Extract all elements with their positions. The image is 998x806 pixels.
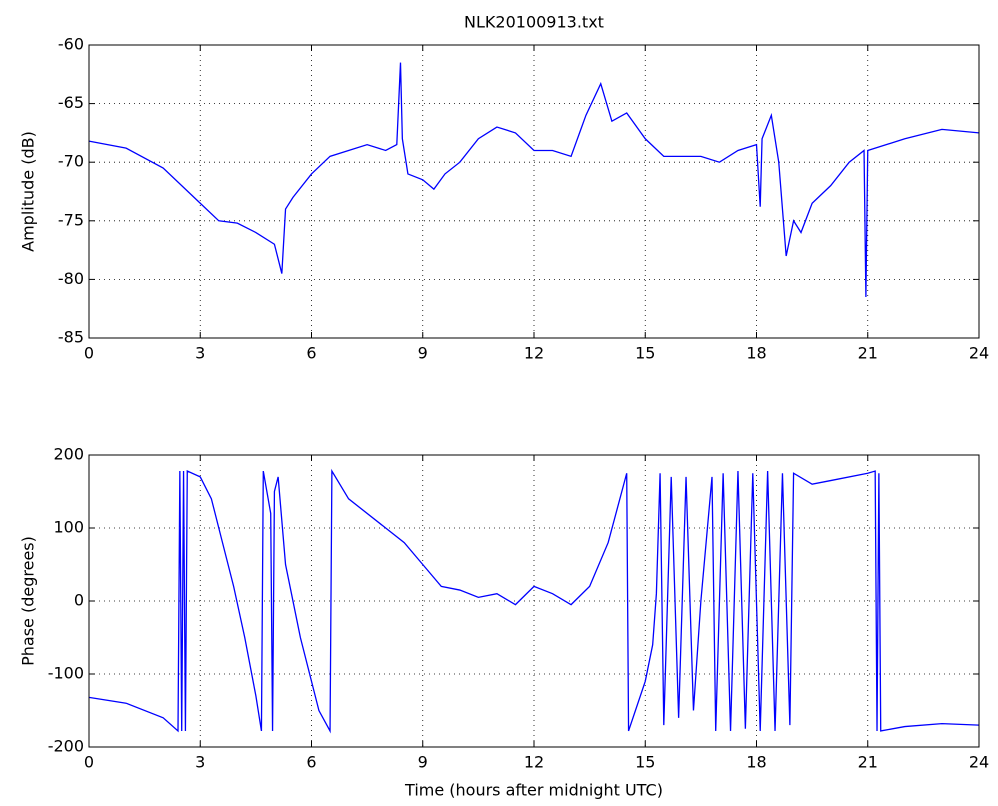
x-tick-label: 18 xyxy=(746,344,766,363)
chart-title: NLK20100913.txt xyxy=(464,13,604,32)
x-tick-label: 0 xyxy=(84,344,94,363)
x-tick-label: 0 xyxy=(84,753,94,772)
x-tick-label: 12 xyxy=(524,344,544,363)
x-tick-label: 21 xyxy=(858,753,878,772)
y-tick-label: -60 xyxy=(58,35,84,54)
y-tick-label: -100 xyxy=(48,664,84,683)
line-series xyxy=(88,468,980,734)
y-tick-label: -65 xyxy=(58,93,84,112)
x-tick-label: 15 xyxy=(635,344,655,363)
y-tick-label: 200 xyxy=(53,445,84,464)
axes-frame xyxy=(88,454,980,748)
x-tick-label: 21 xyxy=(858,344,878,363)
y-tick-label: 100 xyxy=(53,518,84,537)
x-tick-label: 12 xyxy=(524,753,544,772)
x-tick-label: 9 xyxy=(418,753,428,772)
x-tick-label: 24 xyxy=(969,753,989,772)
x-axis-label: Time (hours after midnight UTC) xyxy=(404,781,663,800)
y-tick-label: 0 xyxy=(74,591,84,610)
x-tick-label: 18 xyxy=(746,753,766,772)
x-tick-label: 24 xyxy=(969,344,989,363)
plot-area xyxy=(89,45,979,338)
y-tick-label: -200 xyxy=(48,737,84,756)
y-axis-label: Phase (degrees) xyxy=(19,536,38,666)
axes-frame xyxy=(88,44,980,339)
x-tick-label: 15 xyxy=(635,753,655,772)
line-series xyxy=(88,62,980,297)
x-tick-label: 3 xyxy=(195,344,205,363)
y-tick-label: -70 xyxy=(58,152,84,171)
y-tick-label: -75 xyxy=(58,210,84,229)
y-tick-label: -80 xyxy=(58,269,84,288)
x-tick-label: 9 xyxy=(418,344,428,363)
x-tick-label: 3 xyxy=(195,753,205,772)
y-axis-label: Amplitude (dB) xyxy=(19,131,38,252)
x-tick-label: 6 xyxy=(306,753,316,772)
x-tick-label: 6 xyxy=(306,344,316,363)
y-tick-label: -85 xyxy=(58,328,84,347)
